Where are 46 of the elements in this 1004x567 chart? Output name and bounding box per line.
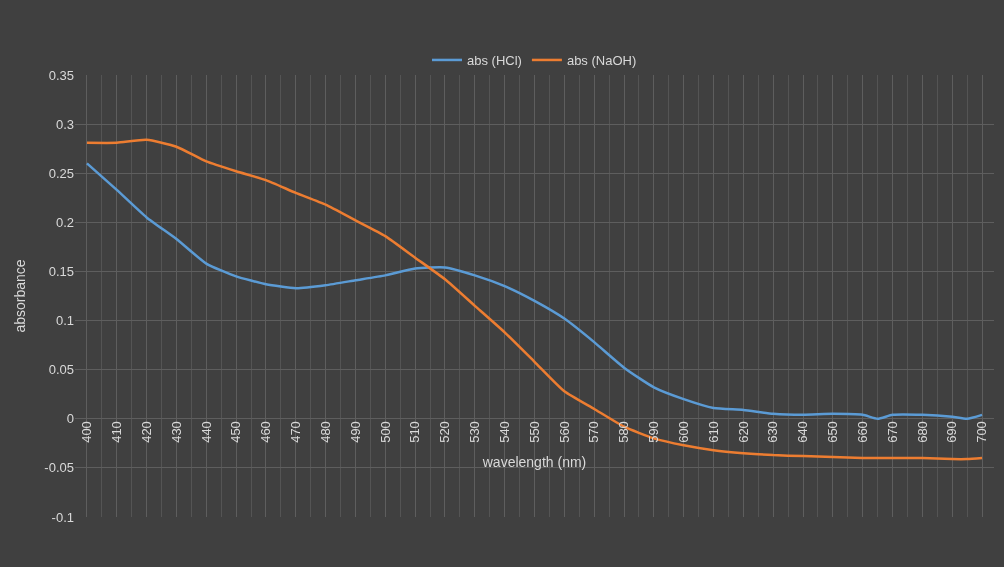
x-tick-label: 490 bbox=[347, 421, 363, 443]
x-tick-label: 540 bbox=[496, 421, 512, 443]
y-tick-label: 0.3 bbox=[55, 116, 74, 132]
x-tick-label: 560 bbox=[556, 421, 572, 443]
x-tick-label: 530 bbox=[467, 421, 483, 443]
x-tick-label: 590 bbox=[646, 421, 662, 443]
x-tick-label: 510 bbox=[407, 421, 423, 443]
x-tick-label: 580 bbox=[616, 421, 632, 443]
x-tick-label: 400 bbox=[79, 421, 95, 443]
x-tick-label: 450 bbox=[228, 421, 244, 443]
x-tick-label: 550 bbox=[526, 421, 542, 443]
x-tick-label: 520 bbox=[437, 421, 453, 443]
legend-label: abs (HCl) bbox=[467, 53, 522, 69]
x-tick-label: 640 bbox=[795, 421, 811, 443]
line-series bbox=[85, 162, 984, 421]
y-tick-label: 0.25 bbox=[48, 165, 74, 181]
y-tick-label: -0.05 bbox=[44, 460, 74, 476]
x-tick-label: 650 bbox=[825, 421, 841, 443]
y-tick-label: 0.35 bbox=[48, 67, 74, 83]
x-tick-label: 430 bbox=[168, 421, 184, 443]
y-tick-label: 0 bbox=[66, 411, 74, 427]
x-tick-label: 600 bbox=[675, 421, 691, 443]
x-tick-label: 660 bbox=[854, 421, 870, 443]
x-tick-label: 630 bbox=[765, 421, 781, 443]
y-tick-label: 0.1 bbox=[55, 313, 74, 329]
x-tick-label: 440 bbox=[198, 421, 214, 443]
x-tick-label: 620 bbox=[735, 421, 751, 443]
x-axis-title: wavelength (nm) bbox=[481, 454, 587, 471]
x-tick-label: 470 bbox=[288, 421, 304, 443]
y-tick-label: -0.1 bbox=[51, 509, 74, 525]
x-tick-label: 570 bbox=[586, 421, 602, 443]
x-tick-label: 690 bbox=[944, 421, 960, 443]
y-axis-title: absorbance bbox=[11, 259, 28, 333]
x-tick-label: 500 bbox=[377, 421, 393, 443]
x-tick-label: 610 bbox=[705, 421, 721, 443]
x-tick-label: 480 bbox=[317, 421, 333, 443]
x-tick-label: 420 bbox=[138, 421, 154, 443]
y-tick-label: 0.05 bbox=[48, 362, 74, 378]
y-tick-label: 0.15 bbox=[48, 263, 74, 279]
x-tick-label: 670 bbox=[884, 421, 900, 443]
x-tick-label: 680 bbox=[914, 421, 930, 443]
x-tick-label: 460 bbox=[258, 421, 274, 443]
x-tick-label: 700 bbox=[974, 421, 990, 443]
y-tick-label: 0.2 bbox=[55, 214, 74, 230]
x-tick-label: 410 bbox=[108, 421, 124, 443]
legend-label: abs (NaOH) bbox=[566, 53, 637, 69]
